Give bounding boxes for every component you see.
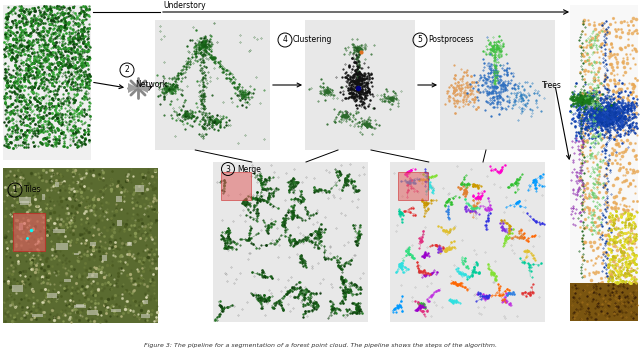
Bar: [221, 172, 251, 200]
Bar: [390, 162, 545, 322]
Bar: [76, 304, 84, 307]
Bar: [42, 194, 45, 201]
Bar: [68, 5, 75, 144]
Text: Understory: Understory: [164, 1, 206, 10]
Bar: [117, 220, 122, 226]
Bar: [102, 255, 107, 261]
Bar: [47, 293, 57, 298]
Bar: [127, 241, 132, 246]
Bar: [74, 253, 79, 255]
Bar: [90, 243, 96, 246]
Bar: [3, 168, 158, 323]
Bar: [141, 313, 150, 318]
Text: Figure 3: The pipeline for a segmentation of a forest point cloud. The pipeline : Figure 3: The pipeline for a segmentatio…: [143, 343, 497, 348]
Bar: [12, 285, 23, 292]
Bar: [87, 310, 98, 315]
Bar: [305, 20, 415, 150]
Bar: [55, 183, 60, 187]
Bar: [111, 309, 121, 312]
Bar: [56, 244, 68, 250]
Bar: [3, 5, 91, 160]
Bar: [213, 162, 368, 322]
Text: 4: 4: [283, 36, 287, 44]
Bar: [570, 5, 638, 321]
Text: Postprocess: Postprocess: [428, 36, 474, 44]
Polygon shape: [138, 83, 148, 93]
Bar: [88, 273, 99, 278]
Text: Trees: Trees: [542, 80, 562, 90]
Bar: [19, 197, 31, 203]
Bar: [155, 20, 270, 150]
Bar: [143, 300, 148, 304]
Bar: [398, 172, 428, 200]
Text: Merge: Merge: [237, 164, 261, 174]
Bar: [3, 5, 91, 160]
Text: Network: Network: [135, 80, 167, 89]
Text: 1: 1: [13, 185, 17, 195]
Bar: [64, 279, 70, 282]
Text: Tiles: Tiles: [24, 185, 42, 195]
Bar: [135, 185, 145, 192]
Polygon shape: [128, 83, 138, 93]
Bar: [13, 213, 45, 251]
Text: 3: 3: [225, 164, 230, 174]
Bar: [19, 223, 23, 229]
Text: Clustering: Clustering: [293, 36, 332, 44]
Bar: [440, 20, 555, 150]
Bar: [20, 201, 29, 204]
Bar: [116, 196, 122, 202]
Bar: [32, 314, 44, 317]
Bar: [53, 229, 65, 233]
Text: 5: 5: [417, 36, 422, 44]
Bar: [74, 305, 86, 308]
Text: 2: 2: [125, 66, 129, 74]
Bar: [16, 5, 22, 144]
Bar: [570, 283, 638, 321]
Bar: [44, 5, 50, 144]
